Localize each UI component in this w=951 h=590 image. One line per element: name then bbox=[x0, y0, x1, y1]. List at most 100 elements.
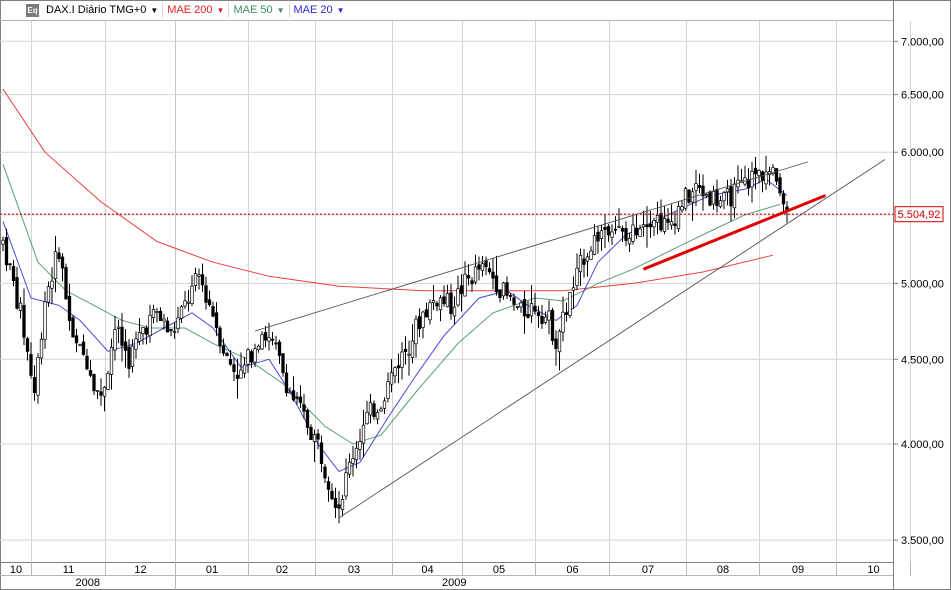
trendline-red-support[interactable] bbox=[642, 194, 827, 271]
y-tick-label: 4.500,00 bbox=[901, 354, 944, 366]
candle bbox=[631, 215, 635, 245]
ma20-legend[interactable]: MAE 20 ▼ bbox=[290, 2, 349, 18]
candle bbox=[106, 370, 110, 390]
candle bbox=[421, 310, 425, 339]
candle bbox=[582, 249, 586, 278]
candle bbox=[680, 200, 684, 213]
candle bbox=[71, 315, 75, 338]
ma200-caret-icon[interactable]: ▼ bbox=[216, 5, 225, 15]
candle bbox=[183, 290, 187, 309]
candle bbox=[722, 190, 726, 210]
candle bbox=[267, 322, 271, 351]
candle bbox=[67, 283, 72, 331]
candle bbox=[452, 296, 457, 325]
ma20-caret-icon[interactable]: ▼ bbox=[336, 5, 345, 15]
x-tick-label: 04 bbox=[421, 564, 433, 576]
candle bbox=[74, 328, 79, 353]
candle bbox=[526, 300, 530, 319]
ma50-legend[interactable]: MAE 50 ▼ bbox=[229, 2, 290, 18]
candle bbox=[610, 224, 614, 245]
equity-icon[interactable]: Eq bbox=[26, 3, 39, 17]
candle bbox=[428, 299, 432, 325]
trendline-lower-channel[interactable] bbox=[338, 159, 886, 519]
candle bbox=[669, 204, 674, 230]
candle bbox=[253, 343, 257, 368]
candle bbox=[15, 266, 19, 310]
candle bbox=[46, 281, 51, 307]
candle bbox=[606, 224, 611, 242]
candle bbox=[449, 283, 453, 320]
candle bbox=[365, 400, 369, 425]
ma20-label: MAE 20 bbox=[293, 4, 333, 16]
candle bbox=[641, 210, 646, 237]
candle bbox=[568, 292, 572, 319]
year-label: 2009 bbox=[442, 577, 466, 589]
x-tick-label: 05 bbox=[493, 564, 505, 576]
candle bbox=[120, 313, 124, 362]
candle bbox=[123, 329, 128, 368]
candle bbox=[393, 366, 397, 384]
trendline-upper-channel[interactable] bbox=[254, 161, 809, 332]
candle bbox=[25, 336, 30, 361]
candle bbox=[435, 301, 439, 312]
candle bbox=[116, 320, 121, 344]
x-tick-label: 02 bbox=[276, 564, 288, 576]
candle bbox=[694, 170, 698, 207]
dropdown-caret-icon[interactable]: ▼ bbox=[150, 5, 159, 15]
candle bbox=[438, 295, 443, 322]
candle bbox=[494, 255, 499, 296]
candle bbox=[368, 393, 373, 424]
candle bbox=[333, 487, 338, 519]
candle bbox=[620, 225, 625, 242]
candle bbox=[746, 168, 751, 196]
candle bbox=[11, 259, 16, 287]
candle bbox=[382, 397, 387, 414]
candle bbox=[407, 340, 411, 376]
candle bbox=[708, 190, 712, 207]
candle bbox=[529, 285, 534, 323]
y-tick-label: 3.500,00 bbox=[901, 535, 944, 547]
candle bbox=[515, 306, 520, 310]
candle bbox=[291, 376, 296, 402]
x-tick-label: 10 bbox=[10, 564, 22, 576]
candle bbox=[725, 179, 730, 206]
candle bbox=[284, 364, 289, 397]
candle bbox=[305, 408, 310, 435]
candle bbox=[22, 288, 26, 346]
candle bbox=[32, 365, 37, 401]
ma200-legend[interactable]: MAE 200 ▼ bbox=[163, 2, 230, 18]
candle bbox=[200, 263, 205, 292]
candle bbox=[204, 276, 208, 310]
candle bbox=[186, 289, 191, 312]
price-axis-labels: 3.500,004.000,004.500,005.000,005.500,00… bbox=[893, 36, 944, 547]
candle bbox=[781, 190, 786, 212]
candle bbox=[557, 329, 562, 371]
candle bbox=[85, 348, 89, 370]
candle bbox=[778, 173, 782, 197]
candle bbox=[519, 300, 523, 313]
candle bbox=[379, 406, 383, 412]
candle bbox=[445, 284, 450, 308]
candle bbox=[617, 208, 621, 229]
candle bbox=[81, 334, 86, 356]
candle bbox=[687, 189, 691, 205]
x-tick-label: 11 bbox=[63, 564, 74, 576]
candle bbox=[218, 325, 222, 354]
candle bbox=[603, 214, 607, 249]
last-price-label: 5.504,92 bbox=[898, 209, 941, 221]
candle bbox=[585, 252, 590, 277]
instrument-selector[interactable]: DAX.I Diário TMG+0 ▼ bbox=[42, 2, 164, 18]
candle bbox=[281, 352, 285, 377]
ma50-caret-icon[interactable]: ▼ bbox=[276, 5, 285, 15]
year-label: 2008 bbox=[76, 577, 100, 589]
candle bbox=[235, 358, 240, 399]
candle bbox=[158, 307, 163, 321]
candle bbox=[466, 264, 471, 286]
candle bbox=[99, 378, 103, 406]
candle bbox=[228, 350, 233, 366]
candle bbox=[456, 275, 460, 307]
candle bbox=[323, 463, 327, 484]
candle bbox=[256, 344, 261, 353]
candle bbox=[757, 169, 761, 184]
